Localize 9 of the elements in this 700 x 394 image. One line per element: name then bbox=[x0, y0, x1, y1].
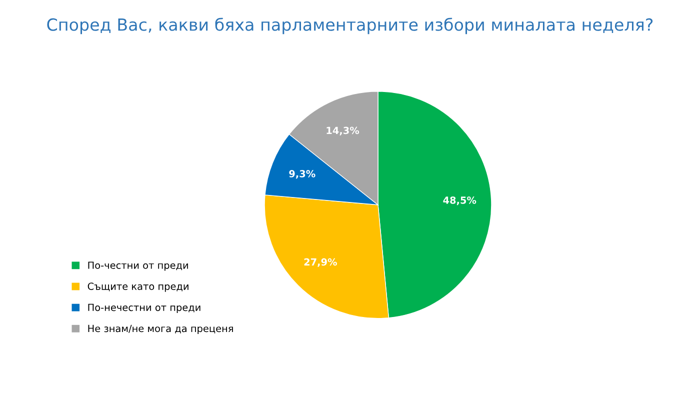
data-label: 14,3% bbox=[326, 126, 360, 136]
data-label: 9,3% bbox=[289, 170, 316, 179]
chart-title: Според Вас, какви бяха парламентарните избори миналата неделя? bbox=[47, 18, 653, 34]
legend-label: По-нечестни от преди bbox=[88, 304, 200, 313]
data-label: 27,9% bbox=[304, 258, 337, 267]
legend-label: Същите като преди bbox=[88, 282, 188, 292]
legend-label: По-честни от преди bbox=[88, 262, 188, 271]
data-label: 48,5% bbox=[443, 196, 476, 206]
legend-label: Не знам/не мога да преценя bbox=[88, 324, 233, 334]
